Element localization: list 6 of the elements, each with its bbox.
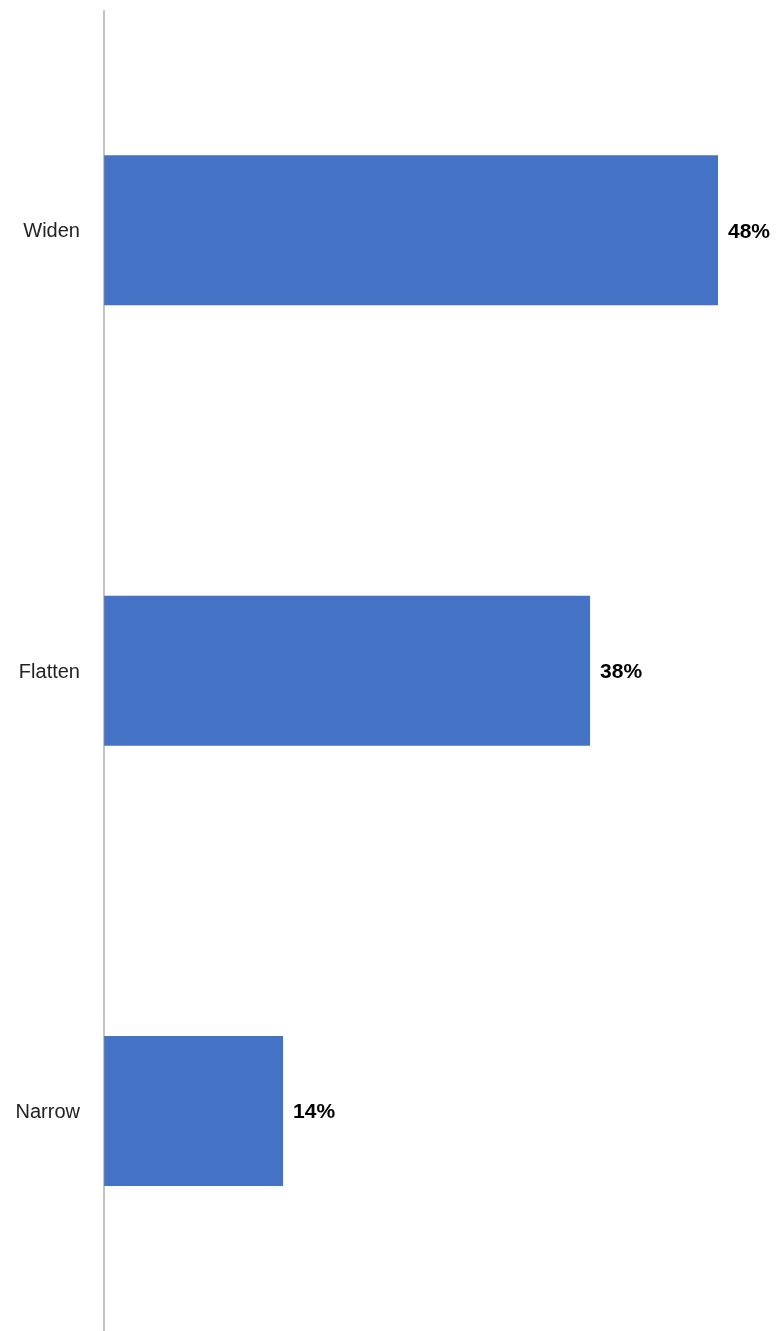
y-tick-label: Narrow [15,1099,81,1122]
data-label: 38% [600,659,643,683]
data-label: 48% [728,218,771,242]
y-tick-label: Widen [23,219,80,242]
y-tick-label: Flatten [18,659,80,682]
data-label: 14% [293,1099,336,1123]
